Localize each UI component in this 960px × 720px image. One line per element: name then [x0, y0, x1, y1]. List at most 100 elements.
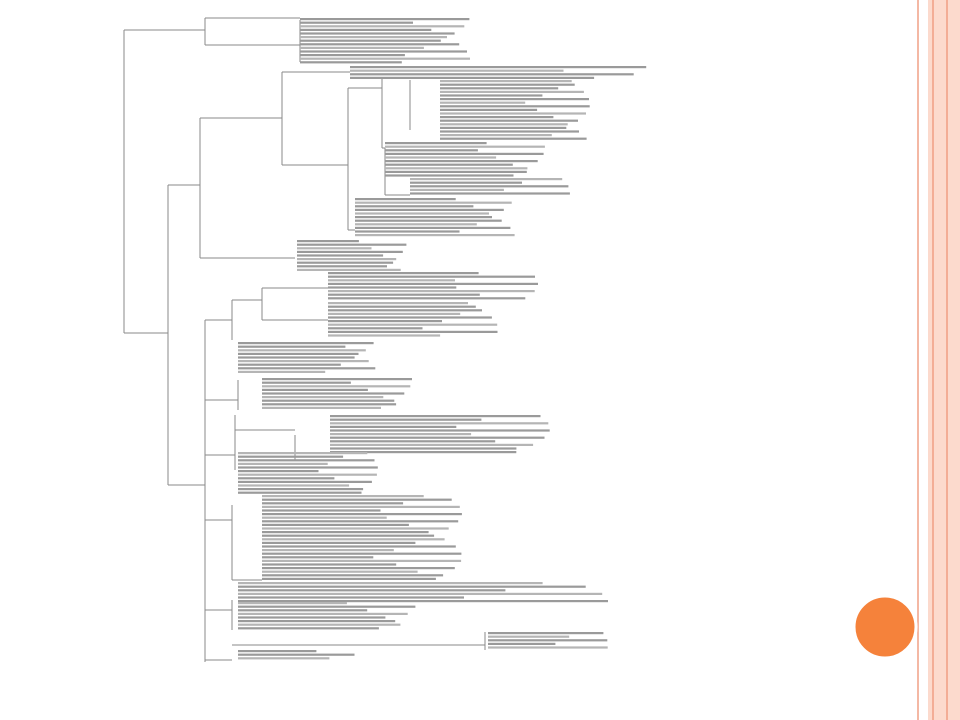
blurred-leaf-label: [238, 367, 376, 370]
blurred-leaf-label: [328, 302, 468, 305]
blurred-leaf-label: [297, 250, 403, 253]
blurred-leaf-label: [440, 123, 568, 126]
blurred-leaf-label: [440, 83, 575, 86]
blurred-leaf-label: [300, 46, 424, 49]
blurred-leaf-label: [330, 415, 541, 418]
blurred-leaf-label: [440, 94, 543, 97]
blurred-leaf-label: [440, 80, 572, 83]
blurred-leaf-label: [297, 240, 359, 243]
blurred-leaf-label: [355, 201, 512, 204]
blurred-leaf-label: [238, 582, 543, 585]
blurred-leaf-label: [238, 370, 326, 373]
blurred-leaf-label: [238, 459, 375, 462]
blurred-leaf-label: [300, 25, 465, 28]
blurred-leaf-label: [350, 73, 634, 76]
blurred-leaf-label: [297, 254, 384, 257]
blurred-leaf-label: [300, 32, 455, 35]
blurred-leaf-label: [238, 657, 330, 660]
blurred-leaf-label: [238, 462, 328, 465]
blurred-leaf-label: [330, 433, 472, 436]
blurred-leaf-label: [238, 627, 379, 630]
blurred-leaf-label: [262, 381, 351, 384]
blurred-leaf-label: [328, 309, 482, 312]
blurred-leaf-label: [238, 605, 416, 608]
blurred-leaf-label: [238, 452, 368, 455]
border-line: [917, 0, 919, 720]
blurred-leaf-label: [410, 185, 569, 188]
blurred-leaf-label: [300, 43, 460, 46]
blurred-leaf-label: [440, 134, 552, 137]
blurred-leaf-label: [440, 98, 589, 101]
blurred-leaf-label: [385, 156, 497, 159]
blurred-leaf-label: [330, 422, 549, 425]
blurred-leaf-label: [385, 174, 514, 177]
blurred-leaf-label: [262, 574, 444, 577]
blurred-leaf-label: [385, 160, 538, 163]
blurred-leaf-label: [262, 567, 455, 570]
blurred-leaf-label: [238, 623, 401, 626]
blurred-leaf-label: [440, 130, 579, 133]
blurred-leaf-label: [238, 488, 364, 491]
blurred-leaf-label: [262, 378, 412, 381]
blurred-leaf-label: [238, 589, 506, 592]
blurred-leaf-label: [355, 198, 456, 201]
blurred-leaf-label: [328, 293, 480, 296]
blurred-leaf-label: [410, 192, 570, 195]
blurred-leaf-label: [355, 226, 511, 229]
blurred-leaf-label: [328, 275, 535, 278]
blurred-leaf-label: [488, 632, 604, 635]
blurred-leaf-label: [328, 272, 479, 275]
border-stripe: [932, 0, 934, 720]
blurred-leaf-label: [238, 470, 319, 473]
blurred-leaf-label: [410, 188, 504, 191]
blurred-leaf-label: [262, 563, 397, 566]
blurred-leaf-label: [328, 279, 455, 282]
blurred-leaf-label: [262, 570, 418, 573]
blurred-leaf-label: [238, 477, 335, 480]
blurred-leaf-label: [410, 178, 563, 181]
blurred-leaf-label: [300, 18, 470, 21]
blurred-leaf-label: [410, 181, 522, 184]
blurred-leaf-label: [385, 145, 545, 148]
blurred-leaf-label: [238, 480, 372, 483]
blurred-leaf-label: [355, 219, 502, 222]
blurred-leaf-label: [262, 392, 405, 395]
blurred-leaf-label: [440, 90, 584, 93]
blurred-leaf-label: [300, 28, 432, 31]
blurred-leaf-label: [297, 247, 372, 250]
blurred-leaf-label: [300, 21, 413, 24]
blurred-leaf-label: [262, 534, 435, 537]
blurred-leaf-label: [297, 265, 387, 268]
blurred-leaf-label: [440, 137, 587, 140]
blurred-leaf-label: [262, 523, 409, 526]
blurred-leaf-label: [328, 316, 492, 319]
blurred-leaf-label: [238, 600, 608, 603]
blurred-leaf-label: [262, 516, 387, 519]
blurred-leaf-label: [330, 443, 534, 446]
blurred-leaf-label: [328, 305, 476, 308]
blurred-leaf-label: [262, 545, 456, 548]
blurred-leaf-label: [238, 620, 396, 623]
blurred-leaf-label: [262, 495, 424, 498]
blurred-leaf-label: [238, 466, 378, 469]
blurred-leaf-label: [328, 312, 461, 315]
blurred-leaf-label: [488, 646, 608, 649]
blurred-leaf-label: [238, 455, 344, 458]
blurred-leaf-label: [300, 57, 470, 60]
blurred-leaf-label: [355, 223, 477, 226]
blurred-leaf-label: [238, 612, 408, 615]
blurred-leaf-label: [262, 527, 449, 530]
blurred-leaf-label: [297, 258, 397, 261]
blurred-leaf-label: [440, 105, 590, 108]
blurred-leaf-label: [238, 616, 386, 619]
blurred-leaf-label: [262, 509, 381, 512]
blurred-leaf-label: [328, 323, 498, 326]
blurred-leaf-label: [262, 388, 368, 391]
blurred-leaf-label: [262, 513, 462, 516]
blurred-leaf-label: [385, 170, 527, 173]
blurred-leaf-label: [385, 167, 528, 170]
blurred-leaf-label: [330, 451, 517, 454]
blurred-leaf-label: [238, 491, 362, 494]
